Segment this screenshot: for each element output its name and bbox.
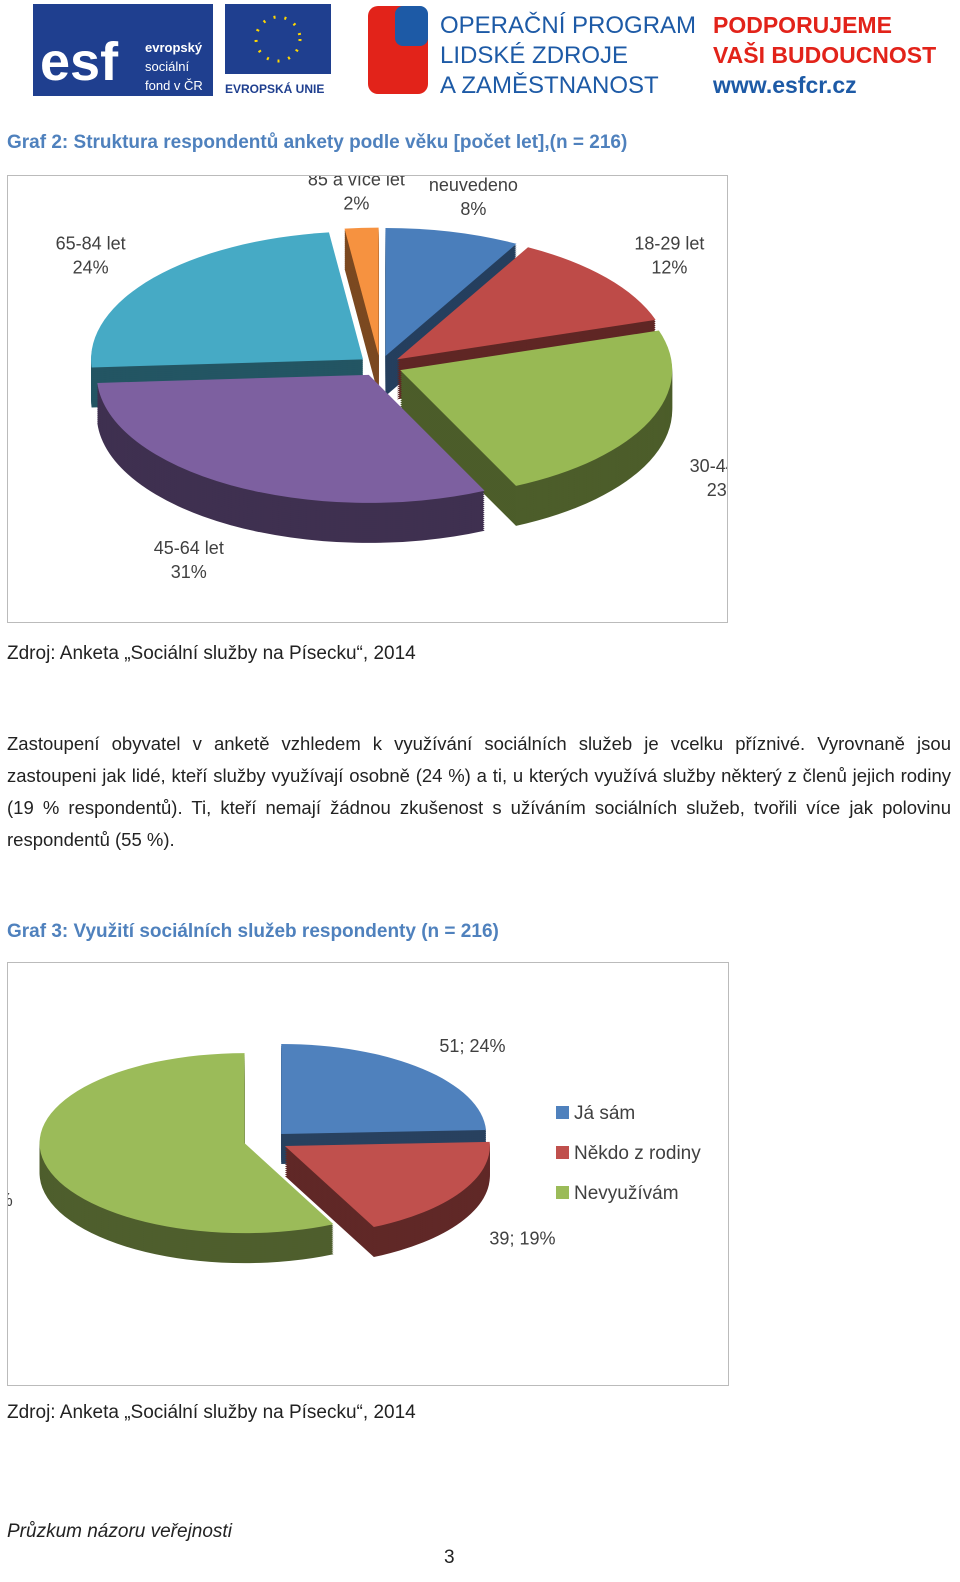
chart: neuvedeno 8% 18-29 let 12% 30-44 let 23% 45-64… xyxy=(7,175,728,623)
esf-text: evropský xyxy=(145,40,203,55)
program-logo xyxy=(395,6,428,46)
pie-slice xyxy=(97,374,485,503)
source: Zdroj: Anketa „Sociální služby na Píseck… xyxy=(7,1402,416,1423)
slice-label: 85 a více let xyxy=(308,175,405,190)
slogan: VAŠI BUDOUCNOST xyxy=(713,41,936,68)
chart-title: Graf 2: Struktura respondentů ankety pod… xyxy=(7,132,628,153)
pie-slice xyxy=(396,247,656,360)
value-label: 31% xyxy=(171,562,207,582)
source: Zdroj: Anketa „Sociální služby na Píseck… xyxy=(7,643,416,664)
page-number: 3 xyxy=(444,1547,455,1568)
legend-label: Já sám xyxy=(574,1103,635,1124)
value-label: 23% xyxy=(707,480,728,500)
value-label: 39; 19% xyxy=(489,1228,555,1248)
pie-slice xyxy=(344,227,379,356)
value-label: 120; 57% xyxy=(7,1190,13,1210)
slogan: PODPORUJEME xyxy=(713,12,892,38)
pie-slice xyxy=(39,1053,334,1234)
eu-text: EVROPSKÁ UNIE xyxy=(225,81,324,96)
esf-mark: esf xyxy=(40,32,119,92)
slice-label: 30-44 let xyxy=(690,456,728,476)
eu-flag xyxy=(225,4,331,74)
legend-label: Nevyužívám xyxy=(574,1183,679,1204)
value-label: 8% xyxy=(460,199,486,219)
pie-slice xyxy=(400,330,673,486)
legend-swatch xyxy=(556,1186,569,1199)
chart-title: Graf 3: Využití sociálních služeb respon… xyxy=(7,921,499,942)
value-label: 2% xyxy=(343,194,369,214)
legend-label: Někdo z rodiny xyxy=(574,1143,701,1164)
esf-text: sociální xyxy=(145,59,189,74)
program-text: OPERAČNÍ PROGRAM xyxy=(440,11,696,39)
eu-stars xyxy=(254,15,302,63)
slice-label: 45-64 let xyxy=(154,538,224,558)
slice-label: 65-84 let xyxy=(56,233,126,253)
pie-slice xyxy=(281,1044,486,1135)
legend-swatch xyxy=(556,1146,569,1159)
value-label: 51; 24% xyxy=(439,1036,505,1056)
program-text: LIDSKÉ ZDROJE xyxy=(440,42,628,69)
value-label: 24% xyxy=(73,257,109,277)
slice-label: 18-29 let xyxy=(634,233,704,253)
pie-slice xyxy=(284,1141,490,1228)
pie-slice xyxy=(91,232,364,368)
legend-swatch xyxy=(556,1106,569,1119)
paragraph: Zastoupení obyvatel v anketě vzhledem k … xyxy=(7,733,951,850)
slice-label: neuvedeno xyxy=(429,175,518,195)
value-label: 12% xyxy=(651,257,687,277)
header: esf evropský sociální fond v ČR EVROPSKÁ… xyxy=(33,4,936,99)
esf-logo xyxy=(33,4,213,96)
slogan: www.esfcr.cz xyxy=(712,72,857,98)
pie-slice xyxy=(385,227,517,356)
chart: 51; 24% 39; 19% 120; 57% Já sám Někdo z rodi… xyxy=(7,962,729,1386)
program-text: A ZAMĚSTNANOST xyxy=(440,72,659,99)
footer-title: Průzkum názoru veřejnosti xyxy=(7,1521,232,1542)
esf-text: fond v ČR xyxy=(145,78,203,93)
